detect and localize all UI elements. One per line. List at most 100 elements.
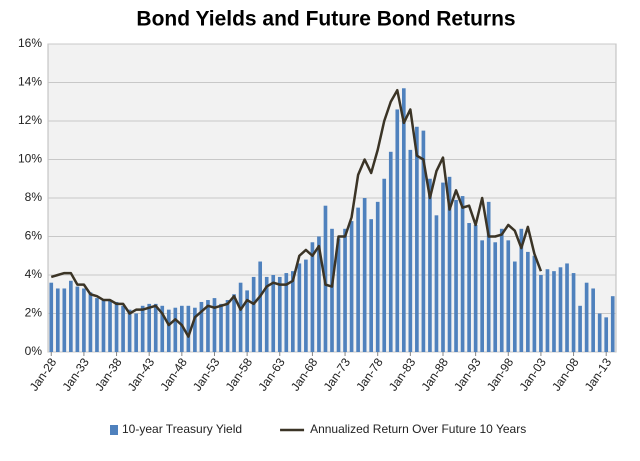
- bar: [127, 309, 132, 352]
- bar: [552, 271, 556, 352]
- x-tick-label: Jan-33: [59, 355, 92, 393]
- bar: [304, 259, 308, 352]
- bar: [349, 221, 354, 352]
- bar: [62, 288, 67, 352]
- y-tick-label: 14%: [18, 75, 42, 89]
- bar: [428, 178, 432, 352]
- bar: [558, 267, 563, 352]
- chart-title: Bond Yields and Future Bond Returns: [136, 8, 515, 31]
- bar: [251, 276, 256, 352]
- bar: [362, 198, 367, 352]
- x-tick-label: Jan-93: [451, 355, 484, 393]
- bar: [486, 201, 491, 352]
- bar: [565, 263, 569, 352]
- bar: [271, 275, 276, 352]
- bar: [69, 280, 73, 352]
- bar: [460, 196, 465, 352]
- bar: [532, 255, 537, 352]
- y-tick-label: 4%: [25, 267, 43, 281]
- x-tick-label: Jan-43: [125, 355, 158, 393]
- bar: [49, 282, 54, 352]
- bar: [578, 305, 582, 352]
- bar: [95, 298, 99, 352]
- bar: [290, 271, 295, 352]
- x-tick-label: Jan-78: [353, 355, 386, 393]
- bar: [382, 178, 387, 352]
- bar: [310, 242, 315, 352]
- bar: [343, 228, 347, 352]
- bar: [206, 300, 210, 352]
- bar: [480, 240, 484, 352]
- y-tick-label: 2%: [25, 306, 43, 320]
- x-tick-label: Jan-73: [321, 355, 354, 393]
- bar: [441, 182, 445, 352]
- bar: [395, 109, 400, 352]
- bar: [415, 126, 419, 353]
- bar: [591, 288, 595, 352]
- bar: [388, 151, 393, 352]
- bar: [454, 199, 458, 352]
- y-tick-label: 0%: [25, 344, 43, 358]
- bar: [336, 238, 341, 352]
- x-tick-label: Jan-13: [582, 355, 615, 393]
- bar: [499, 228, 504, 352]
- legend-swatch: [110, 425, 118, 435]
- bar: [166, 309, 171, 352]
- x-tick-label: Jan-28: [27, 355, 60, 393]
- bar: [140, 305, 145, 352]
- line: [50, 88, 543, 338]
- bar: [277, 276, 282, 352]
- bar: [160, 305, 165, 352]
- bar: [82, 288, 86, 352]
- bar: [467, 223, 471, 352]
- y-tick-label: 10%: [18, 152, 42, 166]
- x-tick-label: Jan-08: [549, 355, 582, 393]
- bar: [317, 236, 321, 352]
- bar: [330, 228, 334, 352]
- bar: [512, 261, 517, 352]
- bar: [147, 303, 152, 352]
- x-tick-label: Jan-68: [288, 355, 321, 393]
- bar: [199, 301, 204, 352]
- x-tick-label: Jan-88: [419, 355, 452, 393]
- x-tick-label: Jan-48: [157, 355, 190, 393]
- x-tick-label: Jan-83: [386, 355, 419, 393]
- bar: [134, 313, 138, 352]
- y-tick-label: 16%: [18, 36, 42, 50]
- bar: [232, 294, 236, 352]
- bar: [186, 305, 191, 352]
- bar: [539, 275, 543, 352]
- bar: [408, 149, 413, 352]
- bar: [519, 228, 524, 352]
- bar: [264, 276, 269, 352]
- x-tick-label: Jan-63: [255, 355, 288, 393]
- bar: [258, 261, 263, 352]
- bar: [180, 305, 184, 352]
- bar: [604, 317, 609, 352]
- bar: [173, 307, 178, 352]
- bar: [473, 224, 478, 352]
- y-tick-label: 8%: [25, 190, 43, 204]
- bar: [101, 300, 106, 352]
- bar: [219, 303, 223, 352]
- bar: [545, 269, 550, 352]
- bar: [212, 298, 217, 352]
- bar: [225, 300, 230, 352]
- x-tick-label: Jan-53: [190, 355, 223, 393]
- bar: [571, 273, 576, 352]
- bar: [434, 215, 439, 352]
- bar: [421, 130, 426, 352]
- bar: [55, 288, 60, 352]
- bar: [356, 207, 360, 352]
- legend-label: Annualized Return Over Future 10 Years: [310, 422, 526, 436]
- legend-label: 10-year Treasury Yield: [122, 422, 242, 436]
- y-tick-label: 6%: [25, 229, 43, 243]
- bar: [108, 300, 112, 352]
- bar: [75, 286, 80, 352]
- bar: [584, 282, 589, 352]
- bar: [88, 292, 93, 352]
- x-tick-label: Jan-58: [223, 355, 256, 393]
- bar: [153, 303, 158, 352]
- bar: [506, 240, 511, 352]
